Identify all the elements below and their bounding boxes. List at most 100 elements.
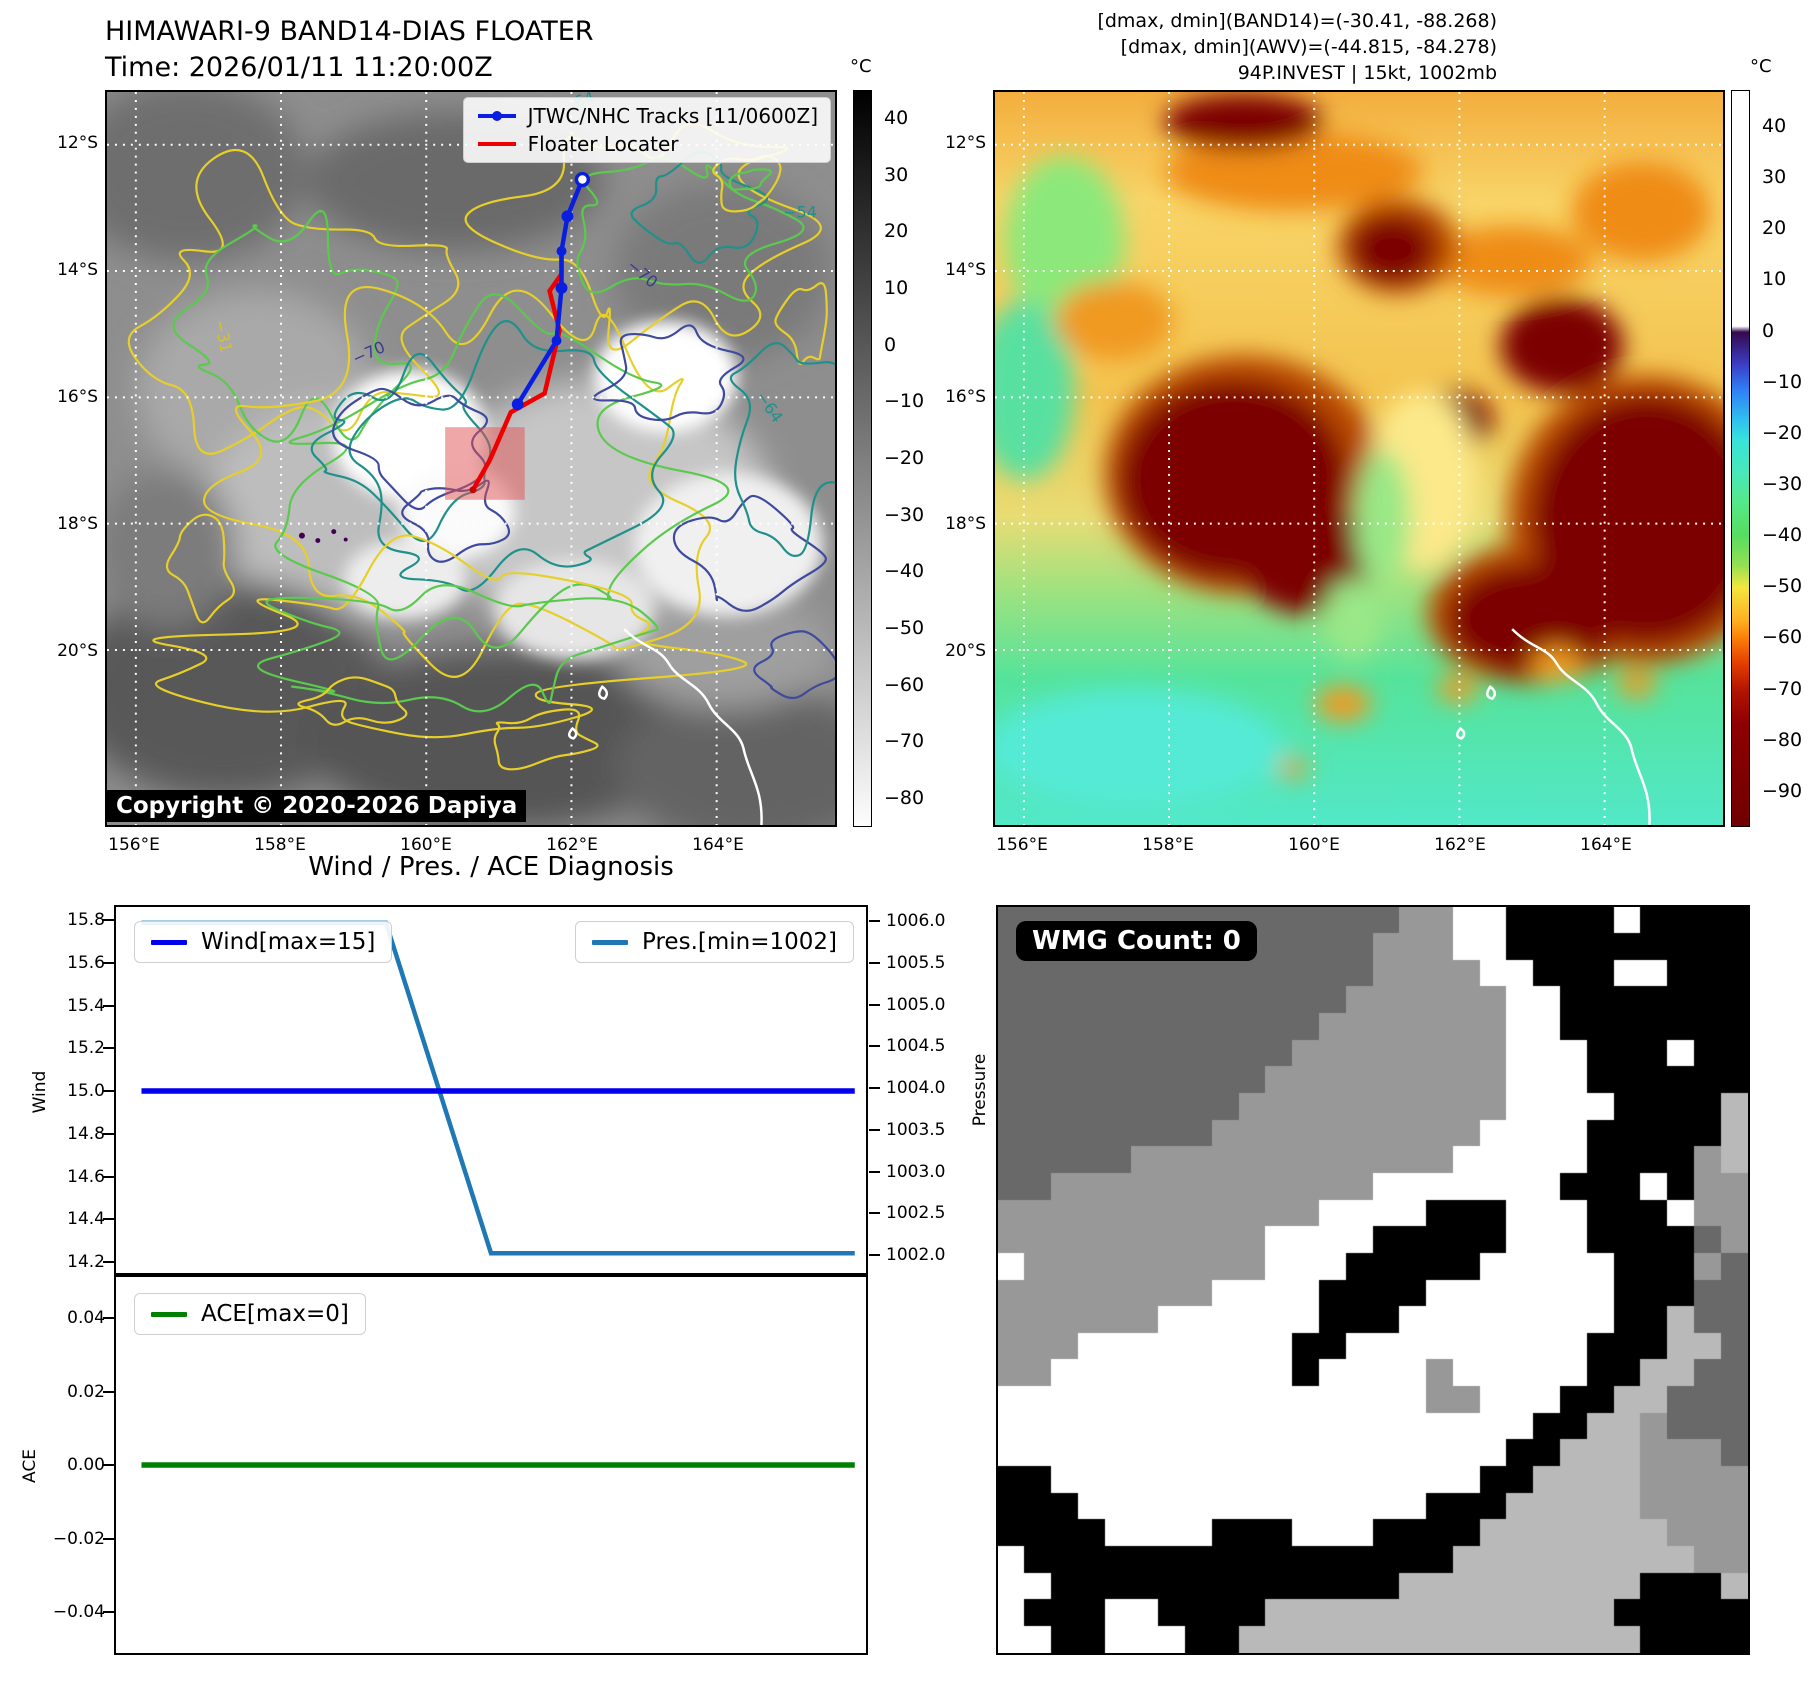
- lon-tick: 158°E: [1142, 835, 1194, 855]
- wmg-count-badge: WMG Count: 0: [1016, 921, 1257, 961]
- floater-end-marker: [469, 486, 477, 494]
- copyright-badge: Copyright © 2020-2026 Dapiya: [107, 790, 527, 822]
- track-swatch-icon: [477, 111, 516, 121]
- awv-header: [dmax, dmin](BAND14)=(-30.41, -88.268) […: [1097, 8, 1497, 86]
- wmg-grid-canvas: [998, 907, 1748, 1653]
- colorbar-tick: 0: [884, 333, 897, 356]
- band14-lat-ticks: 12°S 14°S 16°S 18°S 20°S: [36, 134, 98, 660]
- legend-floater-label: Floater Locater: [527, 132, 679, 156]
- awv-colorbar: [1731, 90, 1750, 827]
- colorbar-tick: 40: [884, 107, 909, 129]
- lon-tick: 162°E: [546, 835, 598, 855]
- axis-tickmark: [103, 1537, 114, 1540]
- ace-tick: −0.04: [52, 1602, 105, 1622]
- ace-tick: 0.02: [67, 1381, 105, 1402]
- wind-tick: 14.6: [67, 1166, 105, 1187]
- pressure-tick: 1004.0: [886, 1078, 946, 1098]
- axis-tickmark: [103, 1004, 114, 1007]
- lon-tick: 160°E: [400, 835, 452, 855]
- wind-tick: 15.2: [67, 1038, 105, 1059]
- axis-tickmark: [869, 1128, 880, 1131]
- coastline: [567, 628, 763, 825]
- pressure-legend-row: Pres.[min=1002]: [592, 929, 837, 955]
- axis-tickmark: [103, 1090, 114, 1092]
- diagnosis-title: Wind / Pres. / ACE Diagnosis: [308, 852, 674, 882]
- colorbar-tick: 10: [884, 276, 909, 299]
- contour-path: [576, 157, 805, 302]
- colorbar-tick: −90: [1762, 779, 1803, 802]
- ace-legend: ACE[max=0]: [134, 1293, 366, 1335]
- legend-row-floater: Floater Locater: [476, 132, 818, 156]
- axis-tickmark: [103, 961, 114, 964]
- colorbar-tick: −30: [884, 503, 925, 526]
- awv-lat-ticks: 12°S 14°S 16°S 18°S 20°S: [924, 134, 986, 660]
- axis-tickmark: [103, 1464, 114, 1466]
- colorbar-tick: −40: [1762, 524, 1803, 547]
- wind-tick: 15.0: [67, 1081, 105, 1101]
- legend-row-track: JTWC/NHC Tracks [11/0600Z]: [476, 104, 818, 128]
- colorbar-tick: −80: [1762, 728, 1803, 751]
- pressure-tick: 1004.5: [886, 1036, 946, 1057]
- axis-tickmark: [103, 1261, 114, 1263]
- axis-tickmark: [869, 1170, 880, 1173]
- colorbar-tick: −30: [1762, 472, 1803, 495]
- lat-tick: 12°S: [57, 133, 98, 153]
- lat-tick: 12°S: [945, 133, 986, 153]
- awv-header-line3: 94P.INVEST | 15kt, 1002mb: [1237, 62, 1497, 84]
- pressure-tick: 1003.0: [886, 1161, 946, 1182]
- colorbar-tick: −40: [884, 560, 925, 583]
- wind-tick: 14.8: [67, 1123, 105, 1144]
- pressure-tick: 1005.0: [886, 994, 946, 1015]
- band14-map: −31 64 −54 −64 −70 −70: [105, 90, 837, 827]
- ace-swatch-icon: [151, 1311, 187, 1317]
- wind-tick: 14.4: [67, 1209, 105, 1230]
- lat-tick: 18°S: [945, 514, 986, 534]
- awv-lon-ticks: 156°E 158°E 160°E 162°E 164°E: [987, 836, 1641, 854]
- contour-path: [152, 534, 748, 739]
- contour-path: [297, 676, 408, 726]
- colorbar-tick: −70: [884, 730, 925, 753]
- colorbar-tick: 20: [884, 220, 909, 243]
- pressure-legend: Pres.[min=1002]: [575, 921, 854, 963]
- contour-path: [274, 293, 730, 661]
- wind-legend-label: Wind[max=15]: [201, 929, 376, 955]
- contour-path: [348, 320, 675, 592]
- ace-legend-label: ACE[max=0]: [201, 1301, 349, 1327]
- lat-tick: 16°S: [945, 387, 986, 407]
- ace-plot: [141, 1462, 855, 1468]
- ace-tick: 0.00: [67, 1455, 105, 1475]
- band14-colorbar-ticks: 40 30 20 10 0 −10 −20 −30 −40 −50 −60 −70 −80: [884, 107, 936, 808]
- contour-path: [672, 494, 827, 612]
- axis-tickmark: [869, 1212, 880, 1215]
- pressure-series-line: [141, 920, 855, 1256]
- colorbar-tick: −60: [1762, 626, 1803, 649]
- ace-tick: −0.02: [52, 1528, 105, 1549]
- colorbar-tick: −60: [884, 673, 925, 696]
- bt-contours: [127, 122, 835, 771]
- colorbar-tick: 30: [1762, 166, 1787, 189]
- colorbar-tick: −50: [1762, 575, 1803, 598]
- lon-tick: 164°E: [1580, 835, 1632, 855]
- colorbar-tick: −20: [1762, 421, 1803, 444]
- axis-tickmark: [103, 1611, 114, 1613]
- ace-axis-label: ACE: [20, 1449, 40, 1483]
- wind-tick: 15.4: [67, 995, 105, 1016]
- colorbar-tick: −10: [884, 390, 925, 413]
- colorbar-tick: 20: [1762, 217, 1787, 240]
- colorbar-tick: −50: [884, 616, 925, 639]
- axis-tickmark: [869, 1003, 880, 1006]
- colorbar-tick: 0: [1762, 319, 1775, 342]
- jtwc-track: [511, 171, 591, 411]
- contour-path: [753, 630, 835, 700]
- wind-legend-row: Wind[max=15]: [151, 929, 375, 955]
- ace-tick: 0.04: [67, 1308, 105, 1328]
- wind-pressure-chart: [114, 905, 868, 1275]
- lon-tick: 160°E: [1288, 835, 1340, 855]
- awv-colorbar-ticks: 40 30 20 10 0 −10 −20 −30 −40 −50 −60 −70 −80 −90: [1762, 115, 1813, 802]
- wind-legend: Wind[max=15]: [134, 921, 393, 963]
- colorbar-tick: 40: [1762, 115, 1787, 137]
- colorbar-tick: 30: [884, 163, 909, 186]
- contour-path: [728, 168, 772, 191]
- ace-legend-row: ACE[max=0]: [151, 1301, 349, 1327]
